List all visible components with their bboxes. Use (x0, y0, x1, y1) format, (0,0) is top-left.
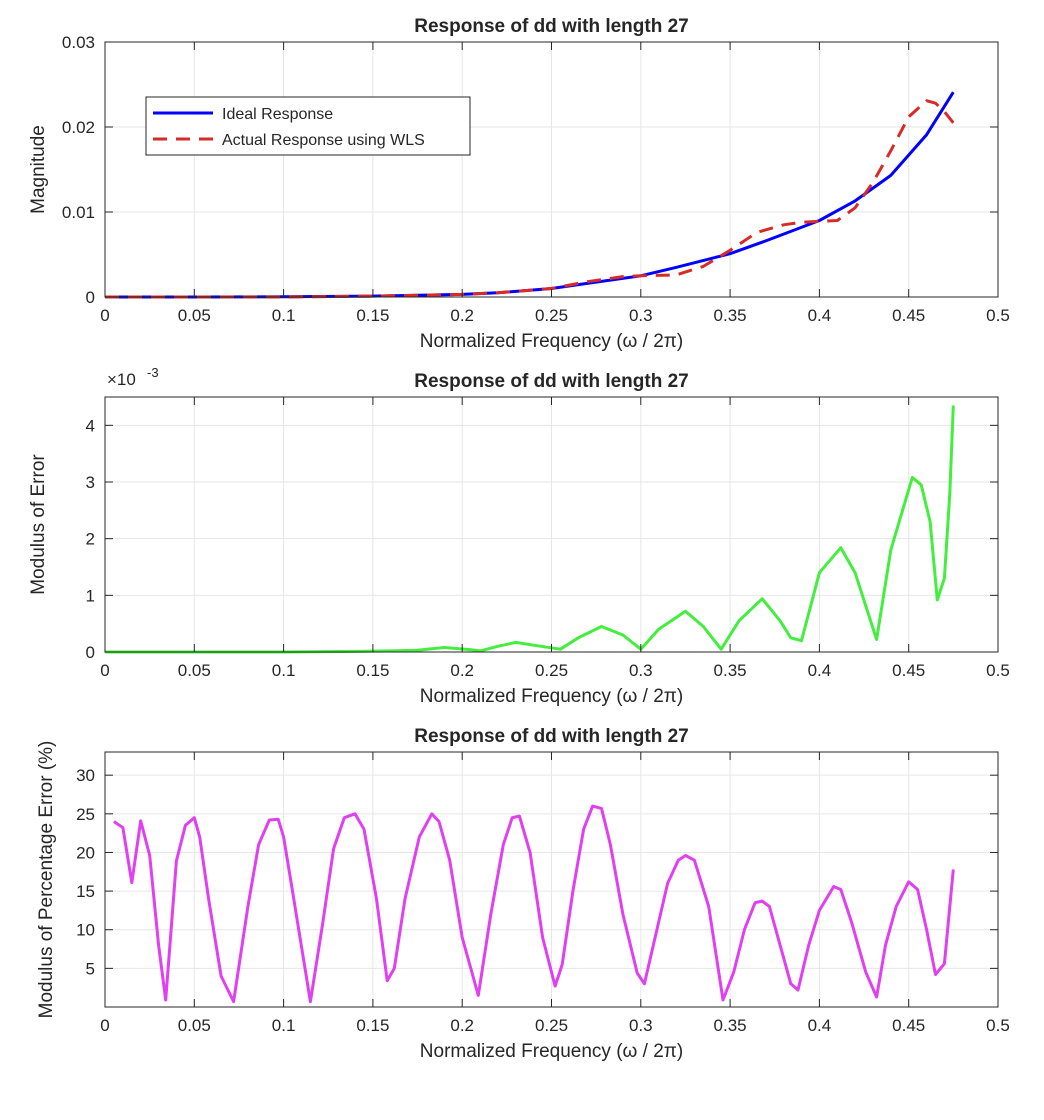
x-tick-label: 0.45 (892, 661, 925, 680)
x-tick-label: 0.2 (450, 306, 474, 325)
legend: Ideal Response Actual Response using WLS (145, 96, 471, 156)
subplot-magnitude: 0 0.05 0.1 0.15 0.2 0.25 0.3 0.35 0.4 0.45 0.5 0 0.0… (28, 16, 1010, 352)
series-line-2 (113, 804, 955, 1004)
y-axis-label: Magnitude (28, 125, 49, 214)
chart-title: Response of dd with length 27 (414, 726, 688, 747)
legend-label: Ideal Response (222, 106, 333, 123)
x-tick-label: 0.35 (714, 661, 747, 680)
x-tick-label: 0.35 (714, 306, 747, 325)
y-tick-label: 15 (76, 882, 95, 901)
x-axis-label: Normalized Frequency (ω / 2π) (420, 331, 683, 352)
x-tick-label: 0.05 (178, 1016, 211, 1035)
x-tick-label: 0.3 (629, 1016, 653, 1035)
x-tick-label: 0.4 (808, 1016, 832, 1035)
legend-label: Actual Response using WLS (222, 132, 425, 149)
x-tick-label: 0.25 (535, 1016, 568, 1035)
x-tick-label: 0.4 (808, 661, 832, 680)
x-tick-label: 0.1 (272, 1016, 296, 1035)
y-tick-label: 0.03 (62, 33, 95, 52)
y-exponent-power: -3 (147, 365, 159, 380)
x-tick-label: 0.5 (986, 1016, 1010, 1035)
x-tick-label: 0.2 (450, 1016, 474, 1035)
y-tick-label: 4 (86, 416, 95, 435)
chart-title: Response of dd with length 27 (414, 371, 688, 392)
x-tick-label: 0 (100, 661, 109, 680)
y-exponent-base: ×10 (107, 370, 136, 389)
y-tick-label: 3 (86, 473, 95, 492)
x-tick-label: 0.5 (986, 306, 1010, 325)
x-tick-label: 0.05 (178, 661, 211, 680)
y-tick-label: 5 (86, 959, 95, 978)
y-tick-label: 0.01 (62, 203, 95, 222)
chart-title: Response of dd with length 27 (414, 16, 688, 37)
y-tick-label: 2 (86, 530, 95, 549)
legend-box (145, 96, 471, 156)
y-tick-label: 20 (76, 843, 95, 862)
x-tick-label: 0.4 (808, 306, 832, 325)
y-tick-label: 1 (86, 586, 95, 605)
y-tick-label: 0.02 (62, 118, 95, 137)
x-tick-label: 0.5 (986, 661, 1010, 680)
y-tick-label: 10 (76, 921, 95, 940)
x-tick-label: 0.15 (356, 661, 389, 680)
y-axis-label: Modulus of Error (28, 454, 49, 595)
x-axis-label: Normalized Frequency (ω / 2π) (420, 1041, 683, 1062)
subplot-modulus-of-error: 0 0.05 0.1 0.15 0.2 0.25 0.3 0.35 0.4 0.45 0.5 0 1 2 3… (28, 365, 1010, 707)
series-line-1 (105, 405, 955, 654)
x-tick-label: 0.25 (535, 306, 568, 325)
x-tick-label: 0.3 (629, 306, 653, 325)
x-tick-label: 0 (100, 306, 109, 325)
x-tick-label: 0.25 (535, 661, 568, 680)
x-tick-label: 0 (100, 1016, 109, 1035)
x-tick-label: 0.45 (892, 306, 925, 325)
x-tick-label: 0.3 (629, 661, 653, 680)
x-tick-label: 0.35 (714, 1016, 747, 1035)
x-axis-label: Normalized Frequency (ω / 2π) (420, 686, 683, 707)
y-tick-label: 30 (76, 766, 95, 785)
x-tick-label: 0.45 (892, 1016, 925, 1035)
x-tick-label: 0.05 (178, 306, 211, 325)
y-tick-label: 25 (76, 805, 95, 824)
x-tick-label: 0.2 (450, 661, 474, 680)
x-tick-label: 0.1 (272, 306, 296, 325)
x-tick-label: 0.15 (356, 1016, 389, 1035)
y-tick-label: 0 (86, 288, 95, 307)
x-tick-label: 0.1 (272, 661, 296, 680)
subplot-percentage-error: 0 0.05 0.1 0.15 0.2 0.25 0.3 0.35 0.4 0.45 0.5 5 10 1… (36, 726, 1010, 1062)
y-axis-label: Modulus of Percentage Error (%) (36, 741, 57, 1019)
y-tick-label: 0 (86, 643, 95, 662)
x-tick-label: 0.15 (356, 306, 389, 325)
